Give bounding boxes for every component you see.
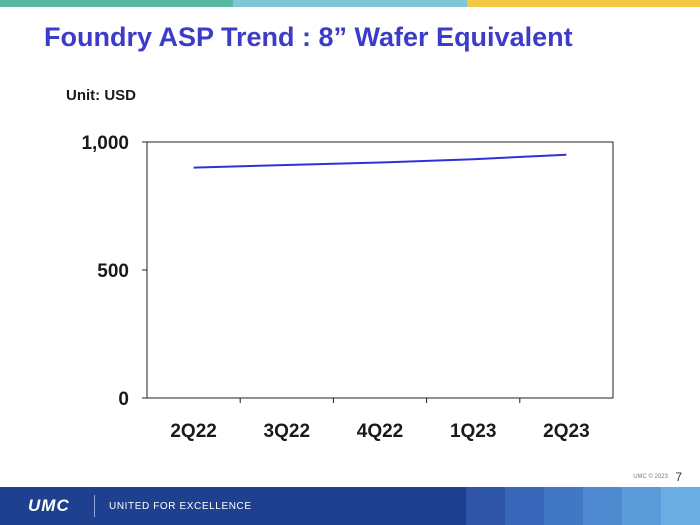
stripe-yellow	[467, 0, 700, 7]
top-color-stripe	[0, 0, 700, 7]
footer-tile	[661, 487, 700, 525]
footer-tile	[466, 487, 505, 525]
stripe-green	[0, 0, 233, 7]
footer-tile	[583, 487, 622, 525]
x-tick-label: 3Q22	[264, 421, 310, 442]
page-number: 7	[675, 470, 682, 484]
footer-tile	[622, 487, 661, 525]
footer-tiles	[466, 487, 700, 525]
y-tick-label: 1,000	[81, 133, 129, 154]
footer-slogan: UNITED FOR EXCELLENCE	[109, 500, 252, 512]
x-tick-label: 2Q23	[543, 421, 589, 442]
y-tick-label: 500	[97, 261, 129, 282]
x-tick-label: 1Q23	[450, 421, 496, 442]
footer-tile	[544, 487, 583, 525]
footer-bar: UMC UNITED FOR EXCELLENCE	[0, 487, 700, 525]
copyright-text: UMC © 2023	[633, 474, 668, 480]
stripe-blue	[233, 0, 467, 7]
x-tick-label: 4Q22	[357, 421, 403, 442]
line-chart: 0 500 1,000 2Q22 3Q22 4Q22 1Q23 2Q23	[81, 133, 614, 442]
footer-divider	[94, 495, 95, 517]
plot-area-frame	[146, 141, 614, 399]
footer-tile	[505, 487, 544, 525]
y-tick-label: 0	[118, 389, 129, 410]
x-tick-label: 2Q22	[170, 421, 216, 442]
slide-title: Foundry ASP Trend : 8” Wafer Equivalent	[44, 22, 573, 52]
umc-logo: UMC	[28, 496, 70, 515]
unit-label: Unit: USD	[66, 87, 136, 104]
asp-series-line	[193, 153, 567, 169]
